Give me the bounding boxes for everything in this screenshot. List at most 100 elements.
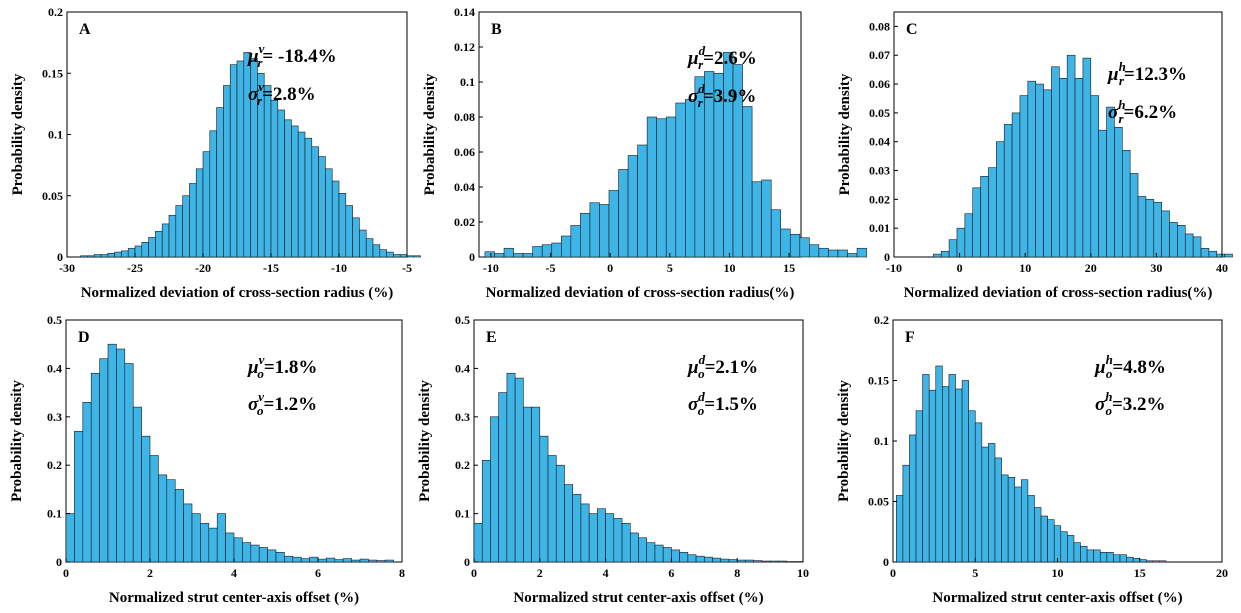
x-tick-label: 5 — [667, 261, 673, 275]
histogram-bar — [114, 251, 122, 258]
x-tick-label: 0 — [607, 261, 613, 275]
std-annotation: σv o=1.2% — [248, 389, 317, 418]
y-tick-label: 0.1 — [455, 507, 470, 521]
x-tick-label: 2 — [147, 566, 153, 580]
x-tick-label: 15 — [783, 261, 795, 275]
histogram-bar — [1019, 95, 1029, 258]
histogram-bar — [736, 559, 746, 563]
y-axis-label: Probability density — [9, 380, 25, 502]
histogram-bar — [223, 85, 231, 258]
histogram-bar — [183, 503, 193, 563]
histogram-bar — [127, 248, 136, 258]
histogram-bar — [1113, 554, 1121, 563]
histogram-bar — [158, 474, 168, 563]
histogram-bar — [1053, 525, 1062, 563]
histogram-bar — [770, 209, 782, 258]
histogram-bar — [1098, 129, 1107, 258]
histogram-bar — [1047, 519, 1055, 563]
y-tick-label: 0 — [464, 555, 470, 569]
histogram-bar — [481, 460, 491, 563]
histogram-bar — [703, 556, 713, 563]
y-tick-label: 0.3 — [47, 410, 62, 424]
histogram-bar — [325, 168, 333, 258]
histogram-bar — [124, 363, 134, 563]
y-tick-label: 0.03 — [869, 164, 890, 178]
histogram-bar — [277, 109, 285, 258]
histogram-bar — [968, 410, 976, 563]
histogram-bar — [1153, 201, 1162, 258]
x-tick-label: 20 — [1085, 261, 1097, 275]
y-tick-label: 0.3 — [455, 410, 470, 424]
histogram-bar — [141, 242, 149, 258]
histogram-bar — [1080, 545, 1088, 563]
histogram-bar — [745, 559, 754, 563]
histogram-bar — [1177, 224, 1186, 258]
histogram-bar — [191, 513, 201, 563]
histogram-bar — [675, 102, 686, 258]
x-tick-label: 4 — [231, 566, 237, 580]
histogram-bar — [769, 560, 779, 563]
y-tick-label: 0.06 — [869, 77, 890, 91]
histogram-bar — [589, 202, 600, 258]
histogram-bar — [168, 215, 177, 258]
histogram-bar — [1034, 507, 1042, 563]
histogram-bar — [570, 225, 581, 258]
mean-annotation: μv o=1.8% — [247, 352, 317, 381]
histogram-bar — [948, 374, 956, 563]
histogram-bar — [209, 130, 217, 258]
x-tick-label: -30 — [59, 261, 75, 275]
y-tick-label: 0.04 — [454, 180, 475, 194]
x-tick-label: 0 — [890, 566, 896, 580]
histogram-bar — [1114, 126, 1123, 258]
histogram-bar — [498, 392, 508, 563]
histogram-bar — [646, 542, 656, 563]
histogram-bar — [972, 187, 981, 258]
histogram-bar — [1035, 83, 1044, 258]
histogram-bar — [275, 552, 285, 563]
histogram-bar — [1073, 542, 1081, 563]
histogram-bar — [393, 254, 401, 258]
x-axis-label: Normalized strut center-axis offset (%) — [109, 590, 359, 606]
histogram-bar — [837, 249, 848, 258]
histogram-bar — [778, 560, 787, 563]
histogram-bar — [1093, 549, 1101, 563]
x-tick-label: 5 — [972, 566, 978, 580]
histogram-bar — [359, 558, 369, 563]
histogram-bar — [1139, 559, 1147, 563]
y-tick-label: 0.1 — [48, 128, 63, 142]
histogram-bar — [761, 179, 772, 258]
x-tick-label: 4 — [603, 566, 609, 580]
histogram-bar — [555, 464, 565, 563]
histogram-bar — [994, 457, 1002, 563]
histogram-bar — [547, 455, 557, 563]
histogram-bar — [1014, 486, 1022, 563]
y-tick-label: 0.2 — [874, 313, 889, 327]
histogram-bar — [665, 116, 677, 258]
histogram-bar — [605, 513, 615, 563]
histogram-bar — [148, 237, 156, 258]
histogram-bar — [1106, 552, 1114, 563]
histogram-bar — [309, 556, 319, 563]
x-tick-label: 10 — [797, 566, 809, 580]
histogram-bar — [1007, 476, 1016, 563]
histogram-bar — [365, 238, 374, 258]
histogram-bar — [326, 557, 336, 563]
histogram-bar — [304, 137, 313, 258]
histogram-bar — [87, 255, 95, 258]
x-tick-label: -5 — [546, 261, 556, 275]
histogram-bar — [942, 386, 950, 563]
x-tick-label: -10 — [483, 261, 499, 275]
histogram-bar — [107, 253, 115, 258]
x-tick-label: 8 — [399, 566, 405, 580]
histogram-bar — [82, 401, 92, 563]
mean-annotation: μv r= -18.4% — [247, 41, 337, 70]
std-annotation: σv r=2.8% — [248, 79, 316, 108]
y-tick-label: 0.4 — [455, 361, 470, 375]
histogram-bar — [514, 377, 524, 563]
histogram-bar — [1086, 549, 1094, 563]
histogram-bar — [166, 479, 176, 563]
histogram-bar — [132, 406, 142, 563]
y-tick-label: 0.5 — [455, 313, 470, 327]
x-axis-label: Normalized deviation of cross-section ra… — [904, 285, 1213, 301]
histogram-bar — [980, 175, 989, 258]
